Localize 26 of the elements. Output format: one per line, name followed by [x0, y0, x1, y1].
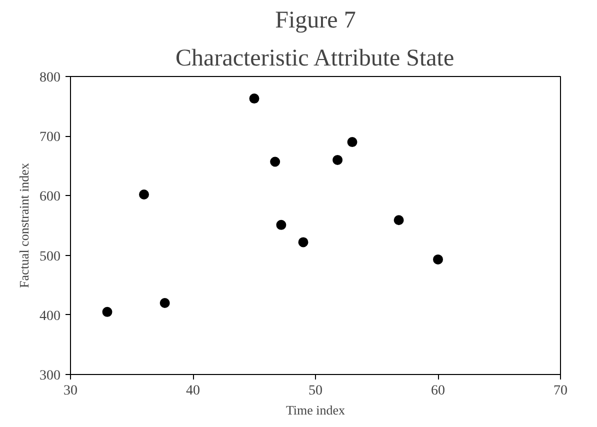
point — [249, 94, 260, 104]
y-tick-label: 400 — [40, 308, 60, 324]
x-tick-label: 50 — [308, 384, 322, 398]
point — [102, 306, 112, 317]
point — [270, 156, 280, 167]
y-tick-label: 600 — [40, 190, 60, 205]
y-tick-label: 700 — [40, 130, 60, 146]
point — [276, 220, 286, 230]
point — [139, 190, 149, 200]
x-tick-label: 70 — [554, 384, 568, 398]
chart-title: Figure 7 — [275, 8, 356, 34]
point — [433, 254, 443, 264]
chart-subtitle: Characteristic Attribute State — [176, 46, 454, 72]
y-tick-label: 300 — [40, 368, 60, 384]
y-tick-label: 500 — [40, 249, 60, 264]
point — [160, 298, 170, 308]
x-tick-label: 60 — [431, 384, 445, 398]
x-axis-title: Time index — [286, 402, 346, 418]
point — [394, 215, 404, 226]
point — [332, 154, 343, 165]
y-tick-label: 800 — [40, 70, 60, 86]
point — [298, 237, 308, 248]
x-tick-label: 40 — [186, 384, 200, 398]
x-tick-label: 30 — [64, 384, 78, 398]
y-axis-title: Factual constraint index — [16, 162, 32, 288]
point — [347, 137, 358, 148]
